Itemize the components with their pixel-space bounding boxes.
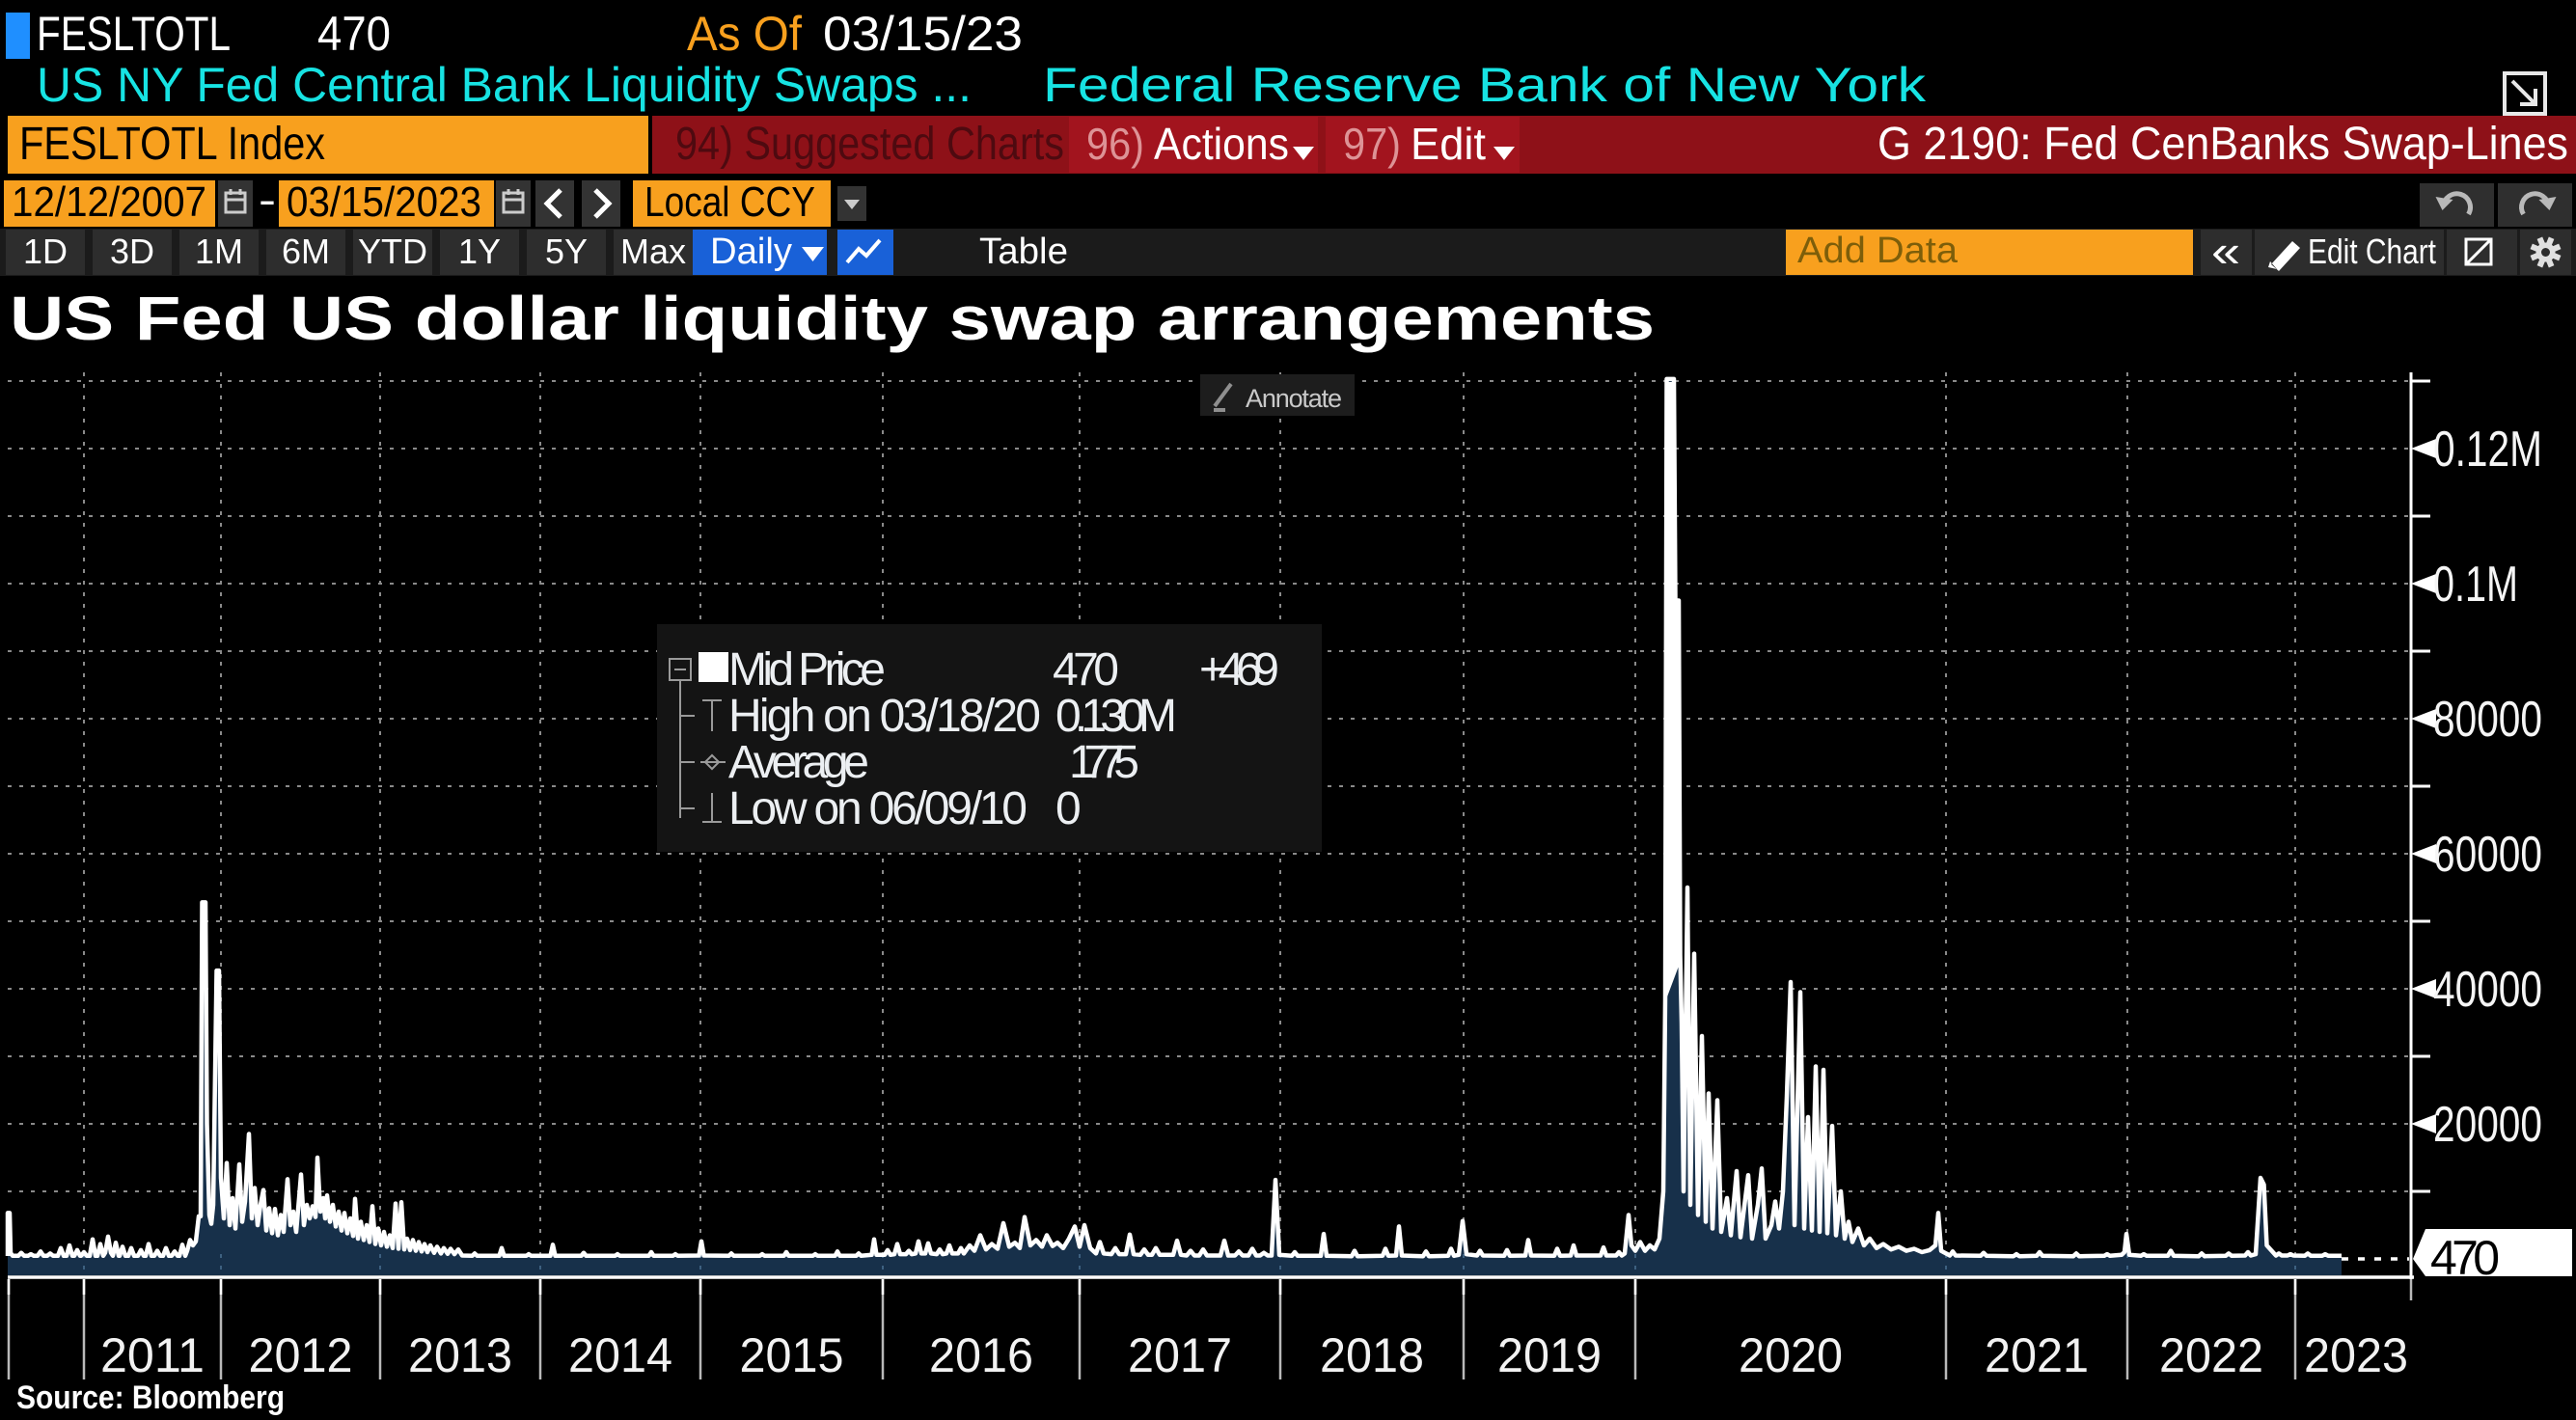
svg-text:2021: 2021 (1985, 1328, 2089, 1382)
svg-text:03/15/23: 03/15/23 (823, 7, 1023, 61)
svg-text:Source: Bloomberg: Source: Bloomberg (16, 1379, 285, 1416)
svg-text:2022: 2022 (2159, 1328, 2263, 1382)
svg-text:Edit: Edit (1411, 119, 1486, 169)
svg-text:96): 96) (1086, 119, 1144, 169)
svg-text:2015: 2015 (740, 1328, 844, 1382)
svg-text:5Y: 5Y (545, 232, 588, 271)
svg-text:Annotate: Annotate (1246, 384, 1342, 413)
svg-text:0: 0 (1055, 783, 1082, 834)
svg-text:+469: +469 (1199, 644, 1279, 696)
svg-text:1Y: 1Y (458, 232, 501, 271)
svg-text:«: « (2211, 226, 2240, 276)
svg-text:YTD: YTD (358, 232, 427, 271)
svg-text:80000: 80000 (2433, 692, 2542, 748)
svg-text:12/12/2007: 12/12/2007 (12, 178, 206, 226)
svg-text:Federal Reserve Bank of New Yo: Federal Reserve Bank of New York (1043, 58, 1927, 112)
svg-text:2013: 2013 (408, 1328, 512, 1382)
svg-text:2018: 2018 (1320, 1328, 1424, 1382)
svg-text:FESLTOTL Index: FESLTOTL Index (19, 119, 325, 170)
svg-text:FESLTOTL: FESLTOTL (37, 7, 231, 61)
svg-text:Max: Max (620, 232, 686, 271)
svg-text:2020: 2020 (1739, 1328, 1843, 1382)
svg-text:US Fed US dollar liquidity swa: US Fed US dollar liquidity swap arrangem… (10, 284, 1655, 353)
svg-text:470: 470 (2430, 1231, 2500, 1285)
svg-text:Local CCY: Local CCY (644, 178, 815, 226)
svg-text:40000: 40000 (2433, 962, 2542, 1018)
svg-text:94) Suggested Charts: 94) Suggested Charts (675, 119, 1064, 170)
svg-text:0.1M: 0.1M (2433, 557, 2518, 613)
svg-text:Mid Price: Mid Price (728, 644, 886, 696)
svg-text:2014: 2014 (568, 1328, 672, 1382)
svg-text:Daily: Daily (710, 232, 792, 272)
svg-text:2012: 2012 (249, 1328, 353, 1382)
svg-text:-: - (259, 177, 276, 224)
svg-text:G 2190: Fed CenBanks Swap-Line: G 2190: Fed CenBanks Swap-Lines (1877, 119, 2568, 170)
svg-text:Actions: Actions (1154, 119, 1289, 169)
svg-text:60000: 60000 (2433, 827, 2542, 883)
svg-text:2011: 2011 (100, 1328, 205, 1382)
svg-text:As Of: As Of (687, 7, 802, 61)
svg-text:Low on 06/09/10: Low on 06/09/10 (728, 783, 1028, 834)
svg-text:470: 470 (1053, 644, 1119, 696)
svg-text:US NY Fed Central Bank Liquidi: US NY Fed Central Bank Liquidity Swaps .… (37, 58, 972, 112)
svg-text:0.130M: 0.130M (1055, 691, 1177, 742)
svg-text:Add Data: Add Data (1797, 231, 1959, 271)
svg-text:03/15/2023: 03/15/2023 (287, 178, 481, 226)
svg-text:Table: Table (979, 232, 1068, 272)
svg-text:High on 03/18/20: High on 03/18/20 (728, 691, 1041, 742)
svg-text:0.12M: 0.12M (2433, 422, 2542, 478)
svg-text:Edit Chart: Edit Chart (2308, 232, 2436, 271)
svg-text:3D: 3D (110, 232, 154, 271)
svg-text:1D: 1D (23, 232, 68, 271)
svg-text:2017: 2017 (1128, 1328, 1232, 1382)
svg-text:1775: 1775 (1069, 737, 1139, 788)
svg-text:6M: 6M (282, 232, 330, 271)
svg-text:2023: 2023 (2304, 1328, 2408, 1382)
svg-text:97): 97) (1343, 119, 1401, 169)
svg-text:1M: 1M (195, 232, 243, 271)
svg-text:2016: 2016 (929, 1328, 1033, 1382)
svg-text:Average: Average (728, 737, 869, 788)
svg-text:470: 470 (317, 7, 391, 61)
svg-text:20000: 20000 (2433, 1097, 2542, 1153)
svg-text:2019: 2019 (1497, 1328, 1602, 1382)
